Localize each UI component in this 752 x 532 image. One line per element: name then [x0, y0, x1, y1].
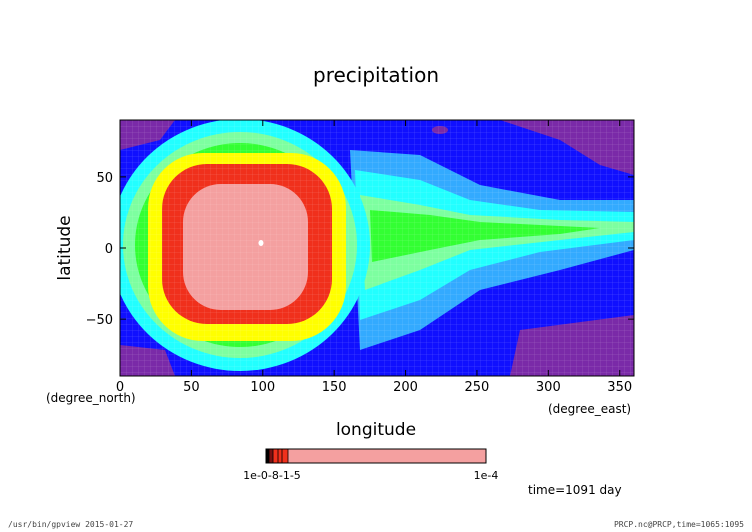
y-tick-label: 0 [105, 242, 113, 257]
x-tick-label: 200 [393, 380, 418, 395]
x-tick-label: 350 [607, 380, 632, 395]
y-axis: 50 0 −50 [86, 171, 634, 328]
y-tick-label: 50 [96, 171, 113, 186]
x-tick-label: 300 [536, 380, 561, 395]
y-unit-label: (degree_north) [46, 391, 136, 405]
chart-title: precipitation [313, 63, 439, 87]
x-tick-label: 100 [250, 380, 275, 395]
colorbar-label-right: 1e-4 [474, 469, 499, 482]
x-axis-label: longitude [336, 420, 416, 440]
y-axis-label: latitude [55, 215, 75, 280]
x-unit-label: (degree_east) [548, 402, 631, 416]
y-tick-label: −50 [86, 313, 113, 328]
x-tick-label: 50 [183, 380, 200, 395]
x-axis: 0 50 100 150 200 250 300 350 [116, 120, 632, 395]
colorbar-label-left: 1e-0-8-1-5 [243, 469, 301, 482]
x-tick-label: 0 [116, 380, 124, 395]
heatmap-field [120, 120, 634, 376]
colorbar: 1e-0-8-1-5 1e-4 [243, 448, 499, 482]
x-tick-label: 150 [322, 380, 347, 395]
x-tick-label: 250 [465, 380, 490, 395]
footer-right: PRCP.nc@PRCP,time=1065:1095 [614, 520, 744, 529]
footer-left: /usr/bin/gpview 2015-01-27 [8, 520, 133, 529]
time-label: time=1091 day [528, 483, 622, 497]
